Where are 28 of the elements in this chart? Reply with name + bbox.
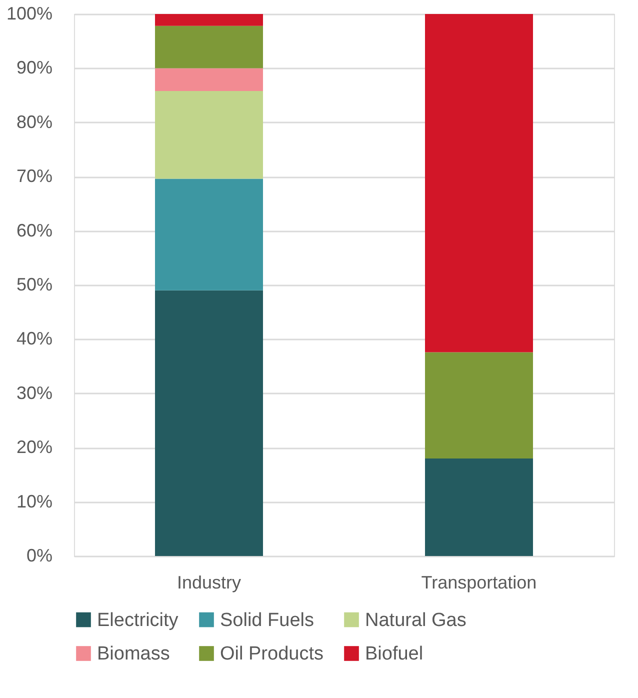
y-tick-label: 60% <box>16 220 52 240</box>
x-tick-label: Industry <box>176 572 242 592</box>
y-tick-label: 70% <box>16 166 52 186</box>
legend-label: Solid Fuels <box>220 610 314 631</box>
bar <box>155 14 263 26</box>
bar <box>425 352 533 458</box>
bar <box>155 90 263 179</box>
bar <box>155 290 263 556</box>
y-tick-label: 100% <box>6 4 52 24</box>
y-tick-label: 30% <box>16 382 52 403</box>
bar <box>155 178 263 290</box>
y-tick-label: 40% <box>16 328 52 349</box>
bar <box>155 68 263 91</box>
bar <box>155 26 263 68</box>
legend-label: Biomass <box>97 644 170 664</box>
x-tick-label: Transportation <box>421 572 537 592</box>
legend-label: Natural Gas <box>365 610 466 631</box>
y-tick-label: 10% <box>16 491 52 512</box>
legend-label: Electricity <box>97 610 179 631</box>
bar <box>425 458 533 556</box>
y-tick-label: 20% <box>16 437 52 458</box>
y-tick-label: 50% <box>16 274 52 294</box>
y-tick-label: 90% <box>16 58 52 78</box>
y-tick-label: 80% <box>16 112 52 132</box>
y-tick-label: 0% <box>26 546 52 566</box>
legend-label: Biofuel <box>365 644 424 664</box>
legend-label: Oil Products <box>220 644 324 664</box>
bar <box>425 14 533 352</box>
